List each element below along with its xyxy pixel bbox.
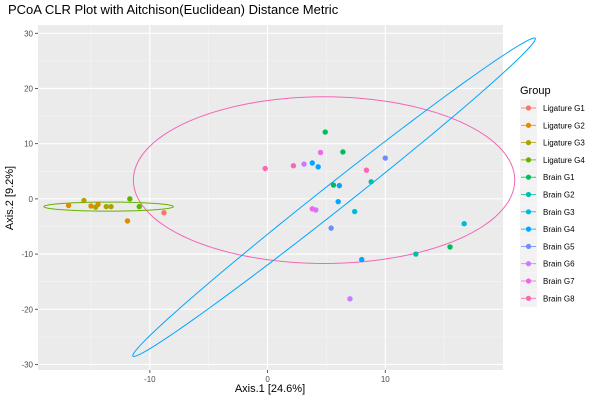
legend-label: Brain G6 <box>543 260 575 269</box>
x-axis-label: Axis.1 [24.6%] <box>235 383 305 395</box>
scatter-point <box>161 209 167 216</box>
scatter-point <box>340 149 346 155</box>
legend-label: Brain G2 <box>543 191 575 200</box>
scatter-point <box>363 167 370 173</box>
legend-key-point <box>525 295 532 301</box>
scatter-point <box>461 221 467 227</box>
scatter-point <box>330 182 337 188</box>
legend-key-point <box>525 105 532 111</box>
legend-label: Brain G7 <box>543 277 575 286</box>
confidence-ellipses <box>43 37 536 357</box>
legend-label: Brain G1 <box>543 173 575 182</box>
legend-entry: Brain G7 <box>520 272 575 290</box>
scatter-point <box>359 256 365 263</box>
scatter-point <box>81 197 87 204</box>
legend-entry: Brain G3 <box>520 203 575 221</box>
y-tick-label: 10 <box>24 140 33 149</box>
scatter-point <box>335 198 341 205</box>
scatter-point <box>447 244 453 250</box>
scatter-point <box>92 204 99 210</box>
legend-entry: Brain G4 <box>520 220 575 238</box>
legend-key-point <box>525 140 532 146</box>
legend-label: Brain G3 <box>543 208 575 217</box>
chart-title: PCoA CLR Plot with Aitchison(Euclidean) … <box>8 2 339 17</box>
scatter-point <box>301 161 307 167</box>
legend-label: Ligature G4 <box>543 156 585 165</box>
legend-entry: Brain G8 <box>520 289 575 307</box>
legend-key-point <box>525 174 532 180</box>
legend-key-point <box>525 243 532 249</box>
legend-entry: Ligature G1 <box>520 99 585 117</box>
scatter-points <box>65 129 467 302</box>
scatter-point <box>88 203 94 209</box>
legend-label: Ligature G3 <box>543 139 585 148</box>
confidence-ellipse <box>132 37 536 357</box>
legend-label: Ligature G1 <box>543 104 585 113</box>
scatter-point <box>368 179 374 185</box>
scatter-point <box>262 165 268 172</box>
scatter-point <box>328 225 334 231</box>
scatter-point <box>309 206 315 212</box>
legend-entry: Ligature G3 <box>520 134 585 152</box>
legend-entry: Brain G6 <box>520 255 575 273</box>
legend-entry: Ligature G4 <box>520 151 585 169</box>
y-tick-label: -10 <box>21 250 33 259</box>
legend-entry: Brain G1 <box>520 168 575 186</box>
axis-ticks: -10 0 10 -30 -20 -10 0 10 20 30 <box>21 29 390 384</box>
legend-entry: Brain G5 <box>520 237 575 255</box>
scatter-point <box>382 155 388 161</box>
scatter-point <box>127 196 133 202</box>
scatter-point <box>347 296 353 302</box>
x-tick-label: 0 <box>265 375 270 384</box>
y-tick-label: 30 <box>24 29 33 38</box>
x-tick-label: -10 <box>144 375 156 384</box>
legend-label: Brain G4 <box>543 225 575 234</box>
legend-key-point <box>525 278 532 284</box>
legend-key-point <box>525 191 532 198</box>
legend: Group Ligature G1 Ligature G2 Ligature G3 L… <box>520 85 585 307</box>
scatter-point <box>336 182 343 189</box>
legend-key-point <box>525 226 532 232</box>
legend-label: Brain G5 <box>543 242 575 251</box>
grid-lines <box>38 25 503 370</box>
scatter-point <box>315 164 321 170</box>
y-tick-label: -30 <box>21 360 33 369</box>
scatter-point <box>290 163 297 169</box>
legend-entry: Ligature G2 <box>520 116 585 134</box>
plot-panel <box>38 25 503 370</box>
legend-key-point <box>525 157 532 163</box>
y-axis-label: Axis.2 [9.2%] <box>4 166 16 230</box>
scatter-point <box>322 129 328 135</box>
scatter-point <box>124 218 131 224</box>
legend-label: Brain G8 <box>543 294 575 303</box>
y-tick-label: 0 <box>29 195 34 204</box>
scatter-point <box>309 160 315 166</box>
y-tick-label: -20 <box>21 305 33 314</box>
y-tick-label: 20 <box>24 84 33 93</box>
scatter-point <box>108 203 114 210</box>
x-tick-label: 10 <box>381 375 390 384</box>
legend-key-point <box>525 209 532 215</box>
scatter-point <box>103 203 109 210</box>
scatter-point <box>136 203 142 210</box>
scatter-point <box>317 149 324 156</box>
legend-title: Group <box>520 85 551 97</box>
scatter-point <box>351 208 358 215</box>
legend-key-point <box>525 122 532 128</box>
confidence-ellipse <box>132 96 516 264</box>
confidence-ellipse <box>43 201 174 212</box>
scatter-point <box>65 202 72 209</box>
legend-key-point <box>525 261 532 267</box>
legend-label: Ligature G2 <box>543 121 585 130</box>
scatter-point <box>413 251 419 257</box>
legend-entry: Brain G2 <box>520 186 575 203</box>
